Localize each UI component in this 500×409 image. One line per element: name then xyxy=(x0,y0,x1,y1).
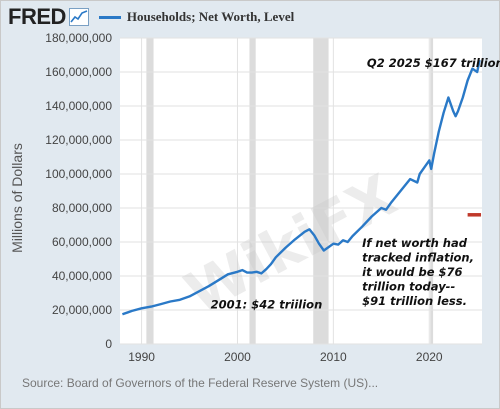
y-tick-label: 180,000,000 xyxy=(45,31,112,45)
legend-swatch xyxy=(98,15,121,19)
legend-label: Households; Net Worth, Level xyxy=(126,9,295,24)
recession-band xyxy=(313,38,329,344)
y-tick-label: 60,000,000 xyxy=(52,235,112,249)
annotation-label: $91 trillion less. xyxy=(362,294,467,308)
y-tick-label: 160,000,000 xyxy=(45,65,112,79)
annotation-label: 2001: $42 triilion xyxy=(211,298,323,312)
annotation-label: Q2 2025 $167 trillion xyxy=(367,56,500,70)
source-note: Source: Board of Governors of the Federa… xyxy=(22,376,379,390)
recession-band xyxy=(249,38,256,344)
x-tick-label: 1990 xyxy=(128,350,155,364)
x-tick-label: 2000 xyxy=(224,350,251,364)
trend-line-icon xyxy=(68,8,89,26)
y-tick-label: 40,000,000 xyxy=(52,269,112,283)
y-tick-label: 20,000,000 xyxy=(52,303,112,317)
y-tick-label: 100,000,000 xyxy=(45,167,112,181)
recession-shading xyxy=(146,38,434,344)
x-axis-ticks: 1990 2000 2010 2020 xyxy=(128,350,443,364)
series-layer xyxy=(121,59,481,316)
x-tick-label: 2020 xyxy=(416,350,443,364)
annotation-label: trillion today-- xyxy=(362,279,455,293)
annotation-layer: Q2 2025 $167 trillion 2001: $42 triilion I… xyxy=(211,56,500,312)
chart-legend: Households; Net Worth, Level xyxy=(98,9,295,25)
grid-lines xyxy=(120,37,482,345)
annotation-label: tracked inflation, xyxy=(362,251,474,265)
y-axis-label: Millions of Dollars xyxy=(9,143,25,253)
annotation-label: If net worth had xyxy=(362,236,468,250)
chart-header: FRED Households; Net Worth, Level xyxy=(8,4,294,30)
series-line xyxy=(121,59,481,316)
recession-band xyxy=(430,38,434,344)
x-tick-label: 2010 xyxy=(320,350,347,364)
y-tick-label: 80,000,000 xyxy=(52,201,112,215)
annotation-label: it would be $76 xyxy=(362,265,462,279)
y-tick-label: 120,000,000 xyxy=(45,133,112,147)
y-axis-ticks: 0 20,000,000 40,000,000 60,000,000 80,000,00… xyxy=(45,31,112,351)
y-tick-label: 140,000,000 xyxy=(45,99,112,113)
plot-area xyxy=(120,38,482,344)
y-tick-label: 0 xyxy=(105,337,112,351)
fred-logo[interactable]: FRED xyxy=(8,4,66,29)
recession-band xyxy=(146,38,154,344)
